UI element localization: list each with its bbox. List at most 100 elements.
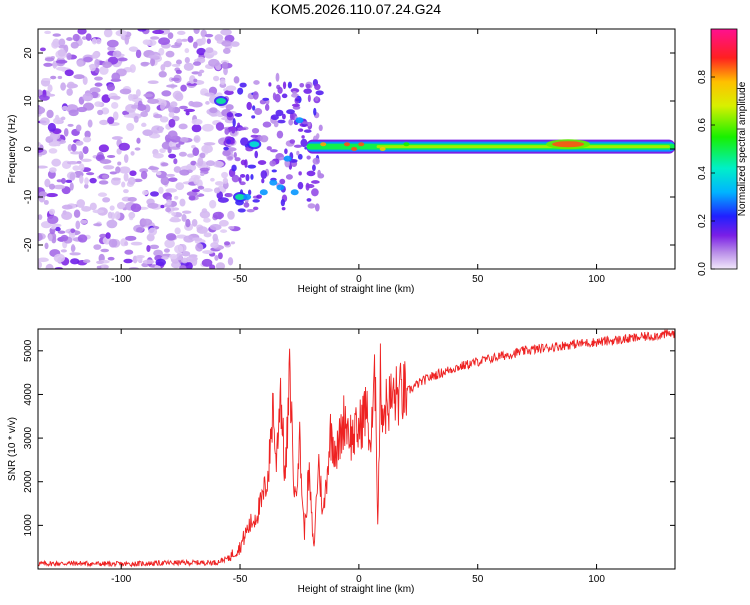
noise-speck: [68, 109, 79, 117]
noise-speck: [51, 158, 62, 167]
noise-speck: [43, 62, 53, 67]
snr-series-line: [38, 329, 675, 568]
noise-speck: [173, 166, 182, 173]
noise-speck: [70, 41, 79, 49]
noise-speck: [165, 188, 178, 193]
noise-speck: [89, 177, 97, 184]
noise-speck: [52, 38, 60, 48]
noise-speck: [130, 151, 135, 156]
noise-speck: [82, 93, 94, 102]
y-tick-label: 3000: [23, 427, 34, 450]
noise-speck: [168, 140, 177, 148]
noise-speck: [140, 170, 148, 180]
noise-speck: [73, 74, 85, 80]
noise-speck: [73, 209, 81, 218]
colorbar-tick-label: 0.0: [697, 262, 708, 276]
noise-speck: [75, 220, 81, 230]
noise-speck: [43, 199, 49, 205]
noise-speck: [58, 44, 67, 49]
noise-speck: [212, 233, 219, 242]
noise-speck: [181, 213, 187, 222]
noise-speck: [123, 172, 129, 182]
noise-speck: [174, 92, 184, 102]
noise-speck: [107, 256, 115, 261]
noise-speck: [152, 152, 164, 159]
turbulent-blob: [295, 117, 304, 124]
noise-speck: [230, 241, 236, 245]
noise-speck: [61, 105, 69, 111]
noise-speck: [202, 188, 213, 193]
noise-speck: [199, 210, 211, 219]
noise-speck: [185, 218, 191, 228]
noise-speck: [183, 108, 196, 113]
noise-speck: [48, 208, 56, 215]
transition-speck: [281, 206, 286, 211]
noise-speck: [101, 94, 111, 103]
snr-frame: [37, 328, 676, 570]
transition-speck: [272, 92, 277, 101]
y-tick-label: 5000: [23, 339, 34, 362]
transition-speck: [224, 128, 230, 135]
noise-speck: [165, 50, 175, 58]
noise-speck: [65, 179, 73, 184]
transition-speck: [303, 88, 312, 94]
noise-speck: [66, 88, 73, 96]
transition-speck: [312, 164, 316, 172]
noise-speck: [181, 210, 192, 214]
noise-speck: [124, 241, 129, 246]
noise-speck: [191, 118, 203, 125]
noise-speck: [209, 223, 222, 231]
noise-speck: [76, 199, 86, 208]
noise-speck: [102, 165, 115, 170]
noise-speck: [96, 260, 104, 265]
noise-speck: [98, 144, 109, 153]
noise-speck: [175, 252, 183, 261]
noise-speck: [76, 160, 82, 164]
noise-speck: [60, 116, 66, 121]
turbulent-blob: [276, 184, 285, 191]
noise-speck: [203, 232, 212, 238]
noise-speck: [148, 227, 158, 236]
noise-speck: [142, 129, 153, 137]
noise-speck: [39, 47, 46, 52]
noise-speck: [128, 266, 139, 269]
noise-speck: [215, 262, 226, 269]
transition-speck: [232, 118, 236, 127]
noise-speck: [179, 264, 187, 269]
noise-speck: [53, 184, 66, 190]
noise-speck: [184, 48, 190, 54]
noise-speck: [191, 219, 198, 227]
noise-speck: [84, 130, 91, 139]
noise-speck: [174, 244, 184, 254]
y-tick-label: 20: [23, 47, 34, 59]
noise-speck: [77, 29, 87, 35]
noise-speck: [193, 78, 198, 83]
noise-speck: [50, 75, 57, 80]
noise-speck: [201, 208, 208, 214]
noise-speck: [192, 61, 202, 66]
spectrogram-x-label: Height of straight line (km): [298, 284, 415, 295]
noise-speck: [159, 116, 169, 123]
noise-speck: [221, 61, 228, 70]
transition-speck: [250, 134, 259, 138]
peak-2-core: [249, 141, 260, 148]
transition-speck: [288, 118, 294, 126]
noise-speck: [168, 177, 178, 182]
transition-speck: [256, 194, 262, 199]
noise-speck: [196, 47, 206, 56]
turbulent-blob: [259, 189, 268, 196]
noise-speck: [38, 257, 49, 263]
transition-speck: [280, 198, 286, 207]
noise-speck: [128, 93, 134, 101]
noise-speck: [111, 72, 121, 81]
transition-speck: [310, 180, 320, 184]
noise-speck: [210, 177, 215, 182]
noise-speck: [175, 69, 182, 74]
noise-speck: [175, 143, 181, 148]
carrier-hotspot: [343, 142, 350, 147]
noise-speck: [137, 29, 147, 32]
noise-speck: [212, 211, 224, 220]
noise-speck: [137, 104, 147, 111]
noise-speck: [75, 124, 82, 132]
noise-speck: [209, 107, 218, 114]
